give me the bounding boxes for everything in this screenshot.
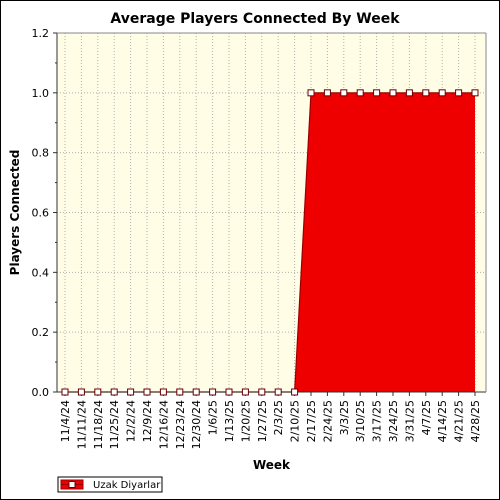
data-point bbox=[340, 89, 348, 97]
x-tick-label: 12/9/24 bbox=[141, 400, 154, 442]
x-tick-label: 2/17/25 bbox=[305, 400, 318, 442]
x-tick-label: 4/14/25 bbox=[436, 400, 449, 442]
y-axis-ticks: 0.0 0.2 0.4 0.6 0.8 1.0 1.2 bbox=[32, 27, 57, 399]
data-point bbox=[94, 388, 102, 396]
y-tick-label: 0.6 bbox=[32, 207, 50, 220]
x-tick-label: 4/28/25 bbox=[469, 400, 482, 442]
x-tick-label: 12/30/24 bbox=[190, 400, 203, 449]
data-point bbox=[176, 388, 184, 396]
data-point bbox=[209, 388, 217, 396]
x-tick-label: 2/10/25 bbox=[289, 400, 302, 442]
x-tick-label: 12/2/24 bbox=[125, 400, 138, 442]
x-tick-label: 3/24/25 bbox=[387, 400, 400, 442]
x-tick-label: 4/21/25 bbox=[453, 400, 466, 442]
y-tick-label: 1.2 bbox=[32, 27, 50, 40]
x-axis-ticks: 11/4/24 11/11/24 11/18/24 11/25/24 12/2/24 12… bbox=[59, 392, 482, 449]
chart-title: Average Players Connected By Week bbox=[110, 11, 400, 27]
y-tick-label: 0.0 bbox=[32, 386, 50, 399]
y-tick-label: 0.2 bbox=[32, 326, 50, 339]
y-axis-title: Players Connected bbox=[8, 150, 22, 276]
x-tick-label: 11/4/24 bbox=[59, 400, 72, 442]
data-point bbox=[373, 89, 381, 97]
x-tick-label: 4/7/25 bbox=[420, 400, 433, 435]
x-tick-label: 1/13/25 bbox=[223, 400, 236, 442]
y-tick-label: 0.4 bbox=[32, 266, 50, 279]
data-point bbox=[455, 89, 463, 97]
x-tick-label: 11/18/24 bbox=[92, 400, 105, 449]
x-tick-label: 3/31/25 bbox=[403, 400, 416, 442]
data-point bbox=[241, 388, 249, 396]
data-point bbox=[192, 388, 200, 396]
x-tick-label: 3/3/25 bbox=[338, 400, 351, 435]
x-tick-label: 2/3/25 bbox=[272, 400, 285, 435]
data-point bbox=[159, 388, 167, 396]
data-point bbox=[356, 89, 364, 97]
data-point bbox=[77, 388, 85, 396]
x-tick-label: 11/11/24 bbox=[75, 400, 88, 449]
x-tick-label: 3/17/25 bbox=[371, 400, 384, 442]
markers bbox=[61, 89, 479, 396]
x-tick-label: 3/10/25 bbox=[354, 400, 367, 442]
data-point bbox=[258, 388, 266, 396]
legend-label: Uzak Diyarlar bbox=[93, 480, 161, 491]
x-tick-label: 12/23/24 bbox=[174, 400, 187, 449]
y-tick-label: 0.8 bbox=[32, 147, 50, 160]
data-point bbox=[438, 89, 446, 97]
data-point bbox=[143, 388, 151, 396]
data-point bbox=[422, 89, 430, 97]
legend: Uzak Diyarlar bbox=[57, 476, 163, 493]
x-tick-label: 2/24/25 bbox=[321, 400, 334, 442]
data-point bbox=[405, 89, 413, 97]
legend-marker bbox=[68, 481, 76, 488]
data-point bbox=[61, 388, 69, 396]
data-point bbox=[389, 89, 397, 97]
data-point bbox=[291, 388, 299, 396]
x-axis-title: Week bbox=[253, 458, 291, 472]
x-tick-label: 12/16/24 bbox=[157, 400, 170, 449]
series-area bbox=[65, 92, 475, 392]
x-tick-label: 1/20/25 bbox=[239, 400, 252, 442]
x-tick-label: 11/25/24 bbox=[108, 400, 121, 449]
data-point bbox=[471, 89, 479, 97]
data-point bbox=[307, 89, 315, 97]
data-point bbox=[274, 388, 282, 396]
x-tick-label: 1/27/25 bbox=[256, 400, 269, 442]
data-point bbox=[323, 89, 331, 97]
data-point bbox=[127, 388, 135, 396]
x-tick-label: 1/6/25 bbox=[207, 400, 220, 435]
y-tick-label: 1.0 bbox=[32, 87, 50, 100]
data-point bbox=[110, 388, 118, 396]
legend-box bbox=[57, 476, 163, 493]
data-point bbox=[225, 388, 233, 396]
